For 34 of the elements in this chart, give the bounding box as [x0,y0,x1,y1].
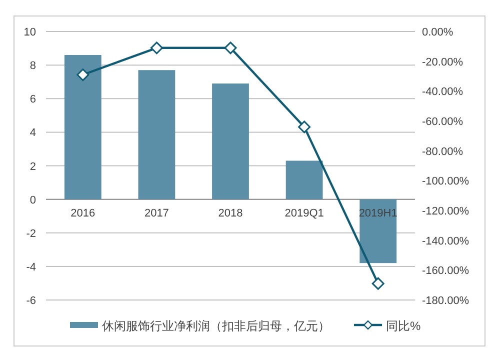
y-tick-label: 0 [30,194,36,206]
y-tick-label: 4 [30,127,36,140]
x-tick-label: 2017 [144,207,169,220]
point [76,68,90,82]
x-tick-label: 2018 [218,207,243,220]
legend-label: 同比% [386,319,421,333]
bar [138,70,176,200]
y2-tick-label: -160.00% [422,265,470,278]
y2-tick-label: -180.00% [422,295,470,307]
y-tick-label: 2 [30,160,36,173]
y-tick-label: 10 [24,26,36,38]
y-tick-label: -4 [26,261,36,274]
legend-label: 休闲服饰行业净利润（扣非后归母，亿元） [102,319,330,333]
y2-tick-label: -20.00% [422,56,464,68]
y2-tick-label: -120.00% [422,206,470,218]
y2-tick-label: -60.00% [422,116,464,128]
point [372,277,384,290]
point [224,42,237,54]
y2-tick-label: -80.00% [422,146,464,158]
point [298,120,311,134]
bar [286,160,323,200]
bar [64,54,102,200]
y-tick-label: 6 [30,94,36,106]
y2-tick-label: 0.00% [422,26,454,38]
y-tick-label: -6 [26,295,36,307]
y-tick-label: -2 [26,228,36,240]
point [150,42,163,54]
bar [212,84,249,200]
y2-tick-label: -40.00% [422,86,464,98]
x-tick-label: 2016 [70,207,96,220]
y2-tick-label: -100.00% [422,176,470,188]
y-tick-label: 8 [30,60,36,72]
x-tick-label: 2019Q1 [284,207,324,220]
y2-tick-label: -140.00% [422,235,470,248]
